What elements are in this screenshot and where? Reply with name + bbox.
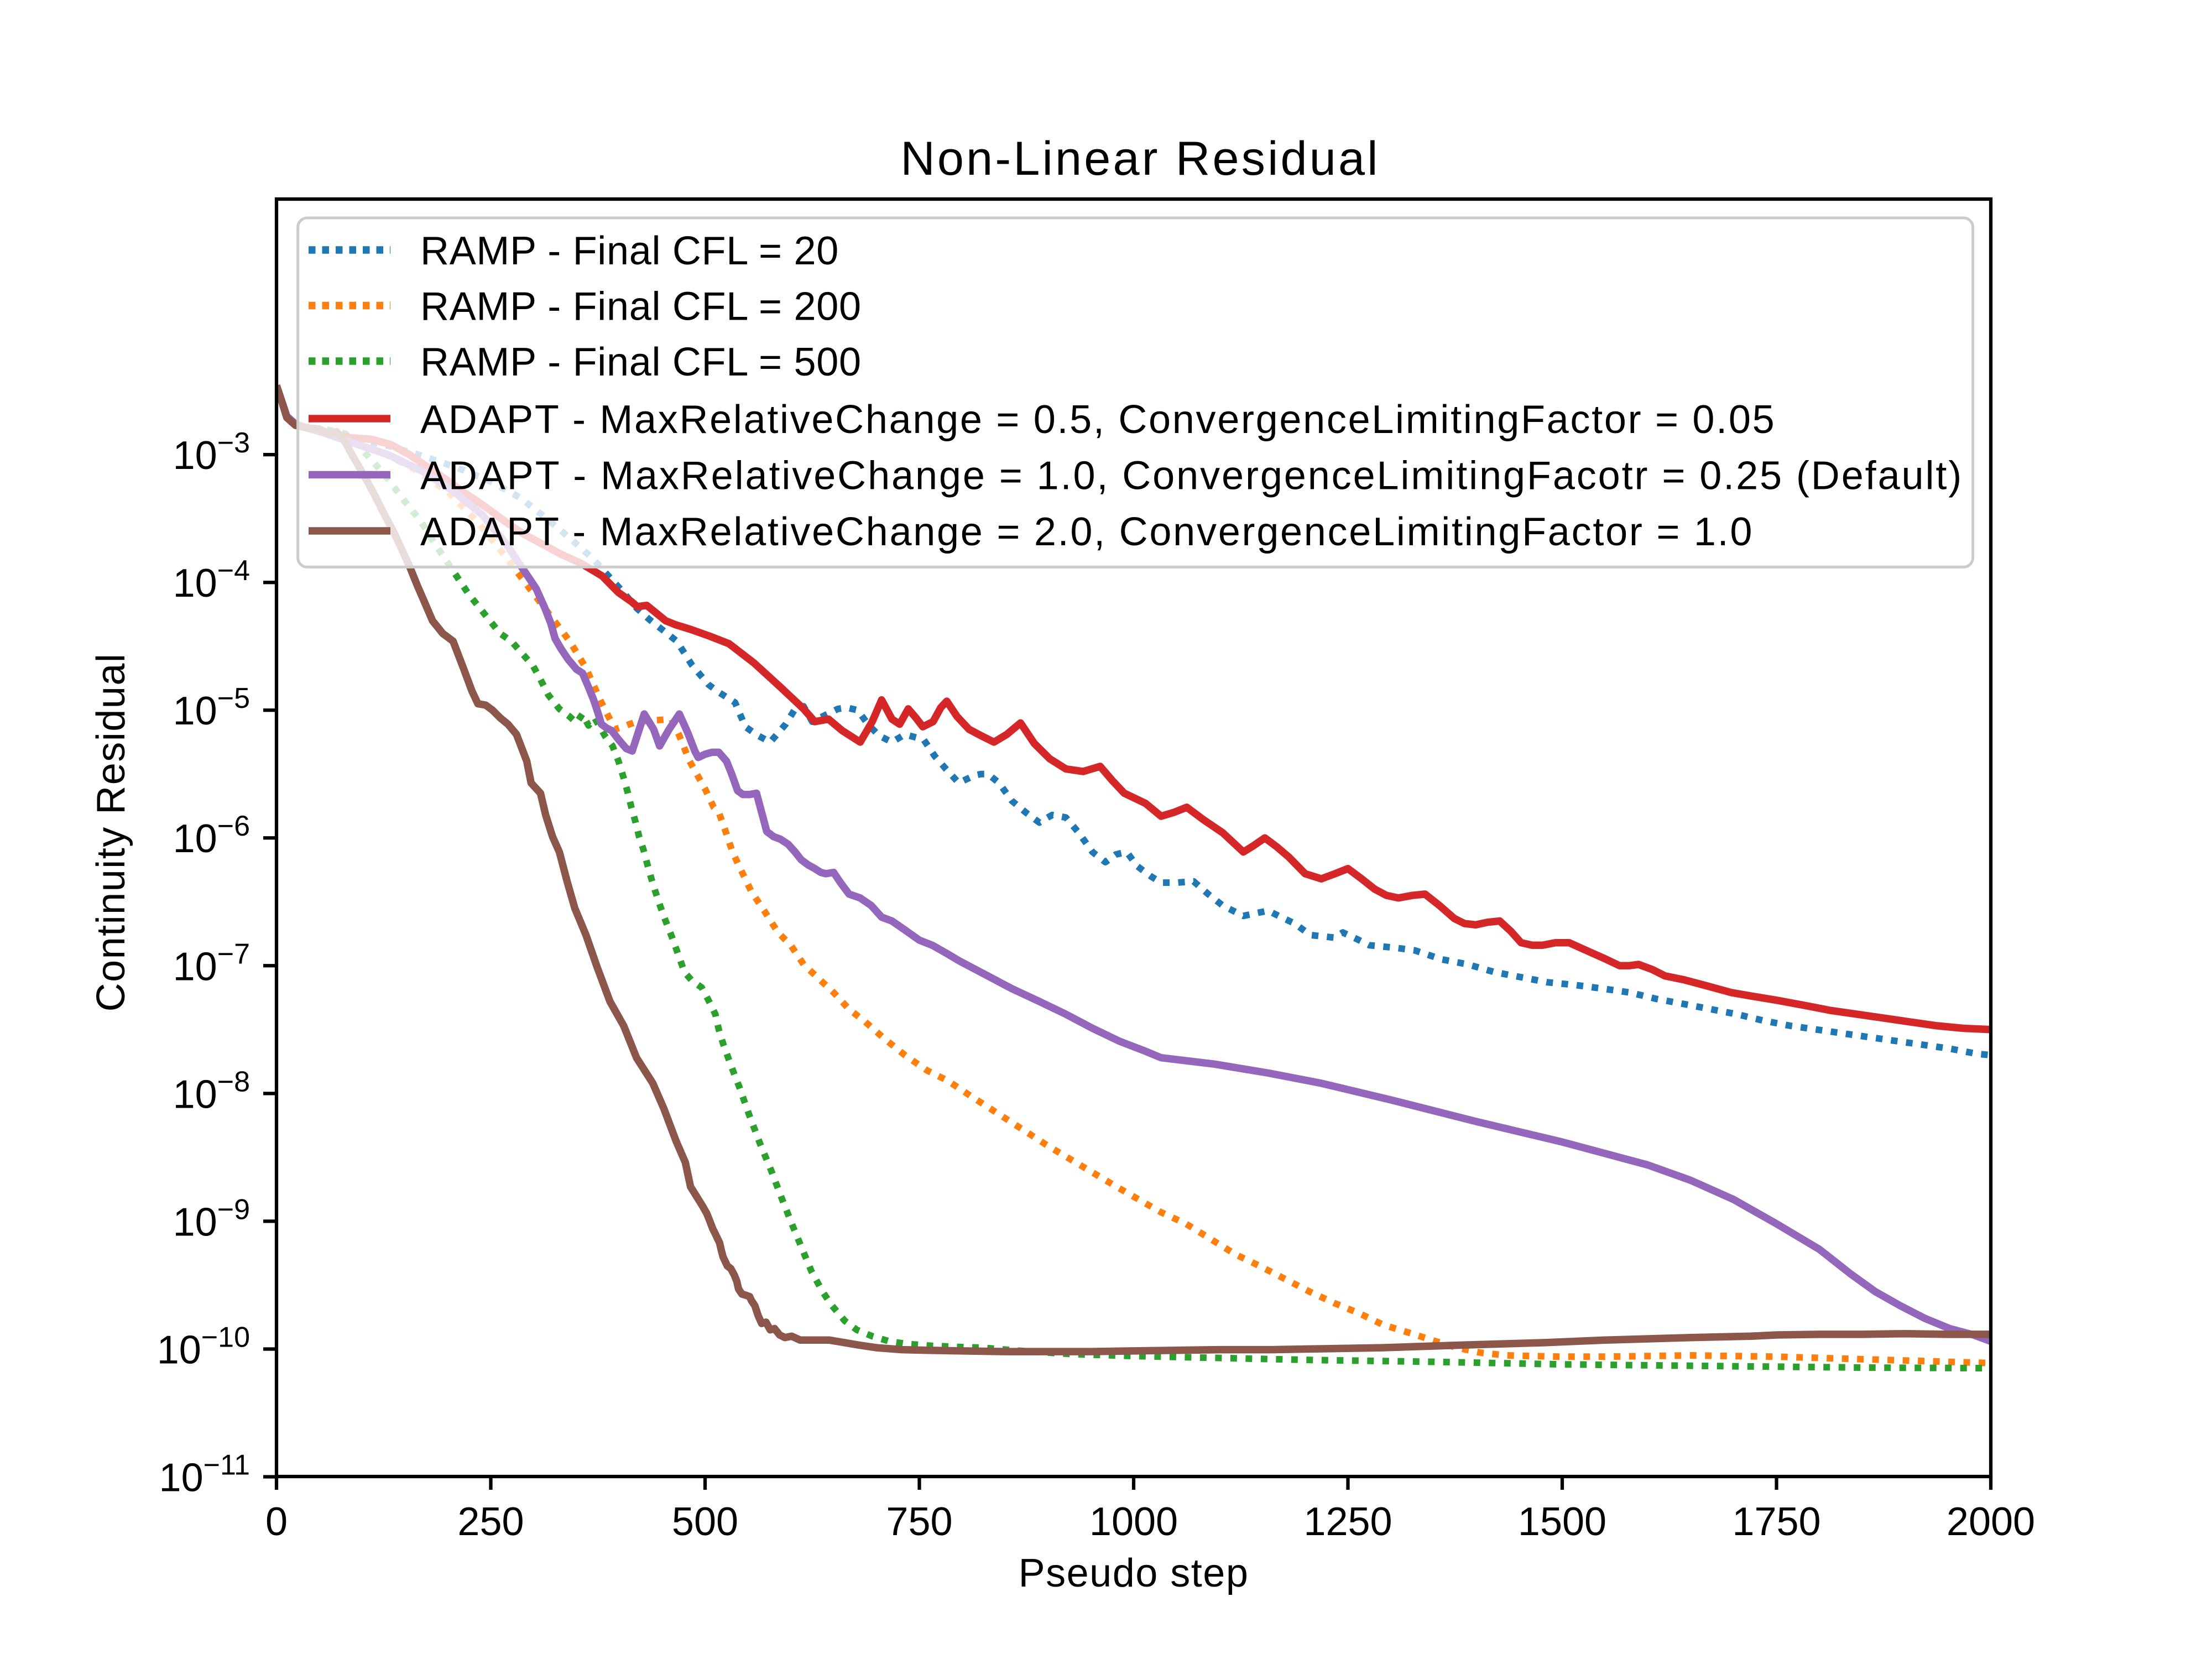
svg-text:1000: 1000	[1089, 1500, 1178, 1544]
svg-text:1750: 1750	[1732, 1500, 1820, 1544]
svg-text:500: 500	[672, 1500, 738, 1544]
svg-text:RAMP - Final CFL = 20: RAMP - Final CFL = 20	[420, 229, 839, 273]
svg-text:Non-Linear Residual: Non-Linear Residual	[900, 132, 1380, 185]
svg-text:10−3: 10−3	[173, 427, 250, 478]
svg-text:Continuity Residual: Continuity Residual	[89, 653, 133, 1012]
svg-text:ADAPT - MaxRelativeChange = 2.: ADAPT - MaxRelativeChange = 2.0, Converg…	[420, 510, 1754, 554]
svg-text:2000: 2000	[1947, 1500, 2035, 1544]
svg-text:1500: 1500	[1518, 1500, 1606, 1544]
svg-text:ADAPT - MaxRelativeChange = 0.: ADAPT - MaxRelativeChange = 0.5, Converg…	[420, 398, 1776, 442]
svg-text:250: 250	[457, 1500, 524, 1544]
svg-text:0: 0	[265, 1500, 288, 1544]
svg-text:10−9: 10−9	[173, 1193, 250, 1244]
svg-text:ADAPT - MaxRelativeChange = 1.: ADAPT - MaxRelativeChange = 1.0, Converg…	[420, 454, 1963, 498]
svg-text:1250: 1250	[1303, 1500, 1392, 1544]
svg-text:750: 750	[886, 1500, 952, 1544]
svg-text:RAMP - Final CFL = 500: RAMP - Final CFL = 500	[420, 340, 862, 384]
svg-text:Pseudo step: Pseudo step	[1019, 1551, 1249, 1595]
svg-text:RAMP - Final CFL = 200: RAMP - Final CFL = 200	[420, 285, 862, 329]
